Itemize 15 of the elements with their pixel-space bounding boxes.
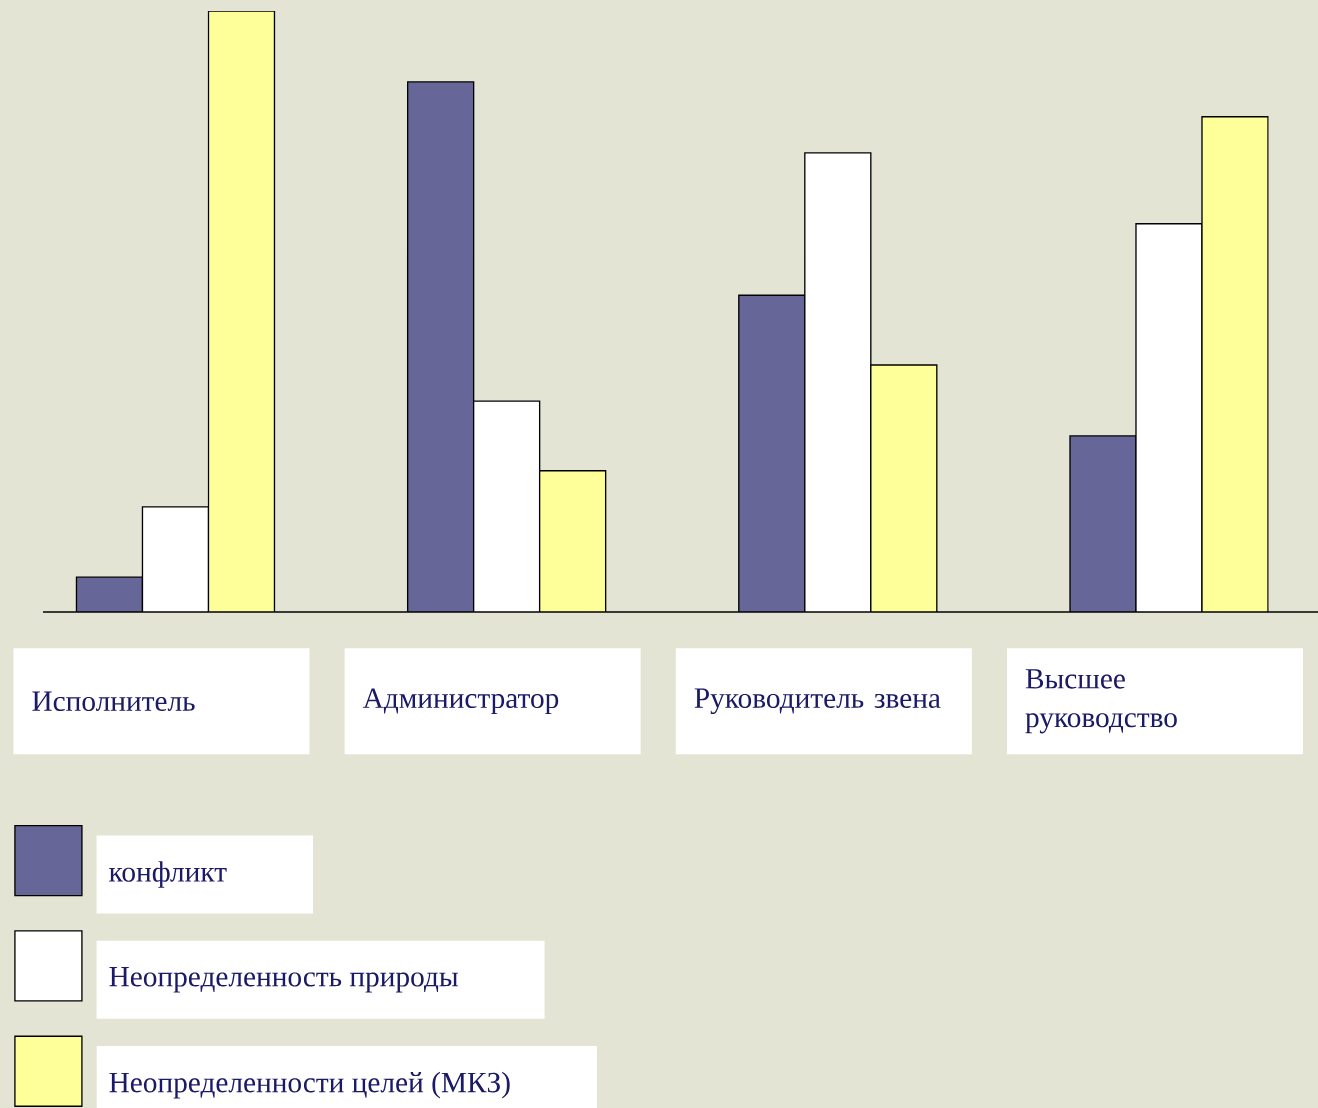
x-tick-label: Администратор	[362, 688, 559, 715]
x-tick-label: Высшее руководство	[1025, 669, 1177, 734]
bar	[407, 81, 474, 612]
legend-label: Неопределенность природы	[109, 967, 458, 993]
bar	[1069, 435, 1137, 612]
bar	[142, 506, 209, 612]
bar	[1135, 223, 1203, 612]
bar	[76, 577, 143, 612]
bar	[738, 295, 805, 612]
x-tick-label: Руководитель звена	[694, 688, 941, 715]
legend-label: конфликт	[109, 861, 227, 888]
x-tick-label: Исполнитель	[32, 691, 195, 712]
bar	[473, 401, 540, 612]
legend-label: Неопределенности целей (МКЗ)	[109, 1071, 510, 1099]
bar	[804, 152, 871, 612]
